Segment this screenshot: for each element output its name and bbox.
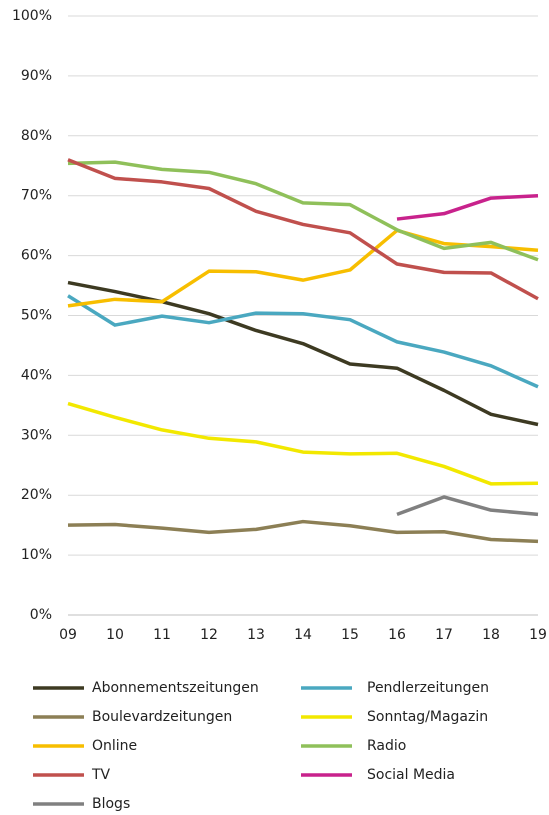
y-tick-label: 20% bbox=[21, 487, 52, 503]
series-line bbox=[67, 280, 539, 427]
y-tick-label: 30% bbox=[21, 427, 52, 443]
legend-label: Pendlerzeitungen bbox=[367, 680, 489, 696]
x-tick-label: 15 bbox=[341, 627, 359, 643]
y-tick-label: 80% bbox=[21, 128, 52, 144]
x-tick-label: 18 bbox=[482, 627, 500, 643]
series-line bbox=[67, 158, 539, 301]
x-tick-label: 09 bbox=[59, 627, 77, 643]
x-tick-label: 19 bbox=[529, 627, 547, 643]
series-line bbox=[67, 228, 539, 308]
y-tick-label: 90% bbox=[21, 68, 52, 84]
legend-label: TV bbox=[91, 767, 111, 783]
y-tick-label: 100% bbox=[12, 8, 52, 24]
series-line bbox=[67, 294, 539, 389]
x-tick-label: 17 bbox=[435, 627, 453, 643]
x-tick-label: 12 bbox=[200, 627, 218, 643]
series-line bbox=[67, 160, 539, 262]
x-tick-label: 14 bbox=[294, 627, 312, 643]
y-tick-label: 40% bbox=[21, 367, 52, 383]
y-tick-label: 70% bbox=[21, 188, 52, 204]
legend-label: Sonntag/Magazin bbox=[367, 709, 488, 725]
legend-label: Radio bbox=[367, 738, 406, 754]
legend-label: Abonnementszeitungen bbox=[92, 680, 259, 696]
series-line bbox=[67, 401, 539, 486]
series-line bbox=[67, 519, 539, 544]
x-tick-label: 16 bbox=[388, 627, 406, 643]
x-tick-label: 10 bbox=[106, 627, 124, 643]
y-tick-label: 10% bbox=[21, 547, 52, 563]
legend-label: Blogs bbox=[92, 796, 130, 812]
legend-label: Social Media bbox=[367, 767, 455, 783]
series-line bbox=[396, 193, 539, 221]
y-tick-label: 0% bbox=[30, 607, 52, 623]
x-tick-label: 11 bbox=[153, 627, 171, 643]
legend-label: Boulevardzeitungen bbox=[92, 709, 232, 725]
y-tick-label: 60% bbox=[21, 248, 52, 264]
x-tick-label: 13 bbox=[247, 627, 265, 643]
series-line bbox=[396, 495, 539, 517]
y-tick-label: 50% bbox=[21, 308, 52, 324]
legend-label: Online bbox=[92, 738, 137, 754]
